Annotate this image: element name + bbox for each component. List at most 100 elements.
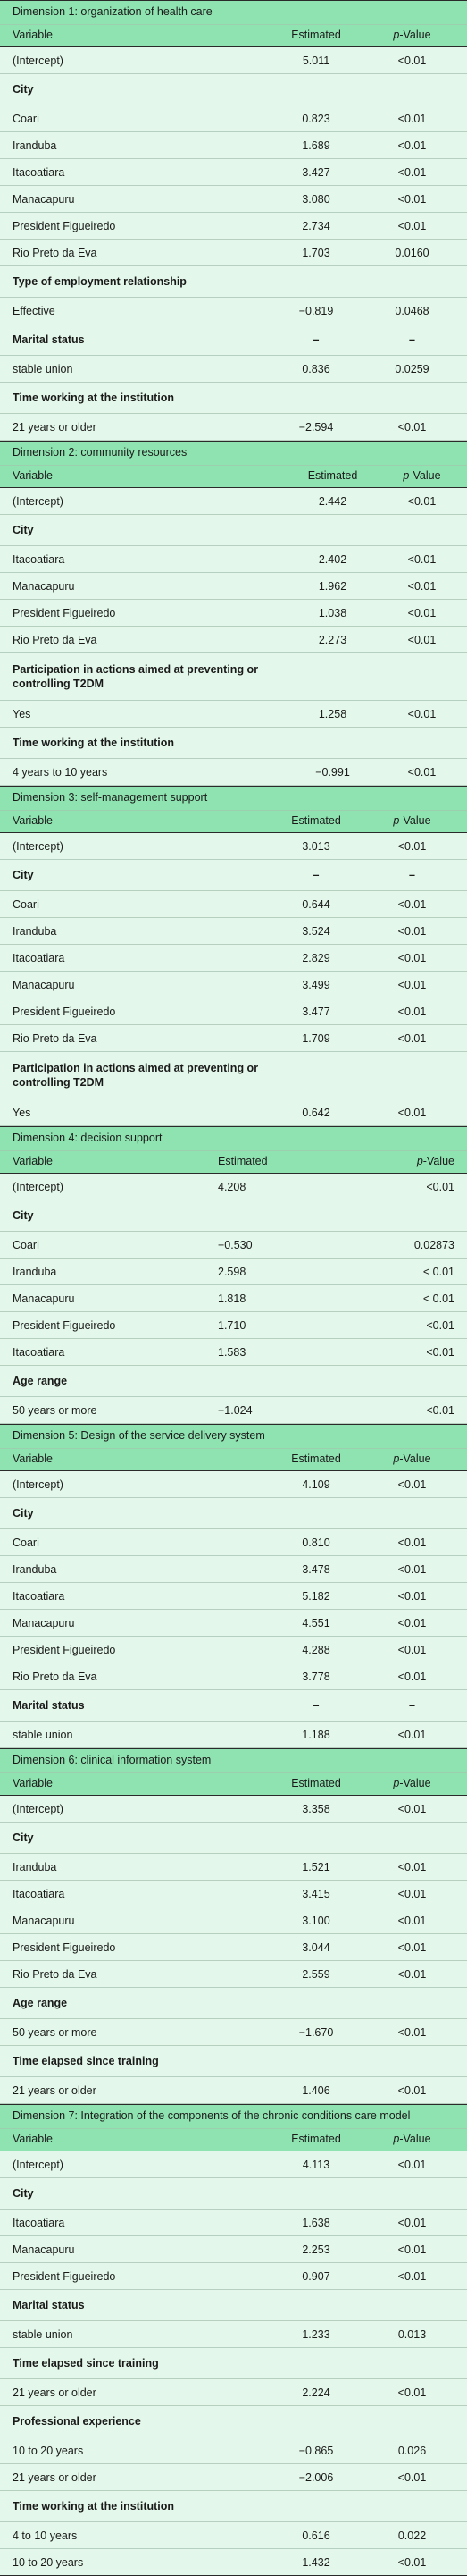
table-row: Coari 0.823 <0.01 (0, 105, 467, 132)
dimension-title: Dimension 3: self-management support (0, 787, 467, 811)
table-row: stable union 1.233 0.013 (0, 2321, 467, 2348)
group-label: Marital status (13, 333, 85, 346)
variable-label: (Intercept) (13, 54, 63, 67)
estimate-value: 3.100 (302, 1914, 330, 1927)
table-row: Coari 0.810 <0.01 (0, 1529, 467, 1556)
variable-label: Manacapuru (13, 579, 75, 593)
header-pvalue: p-Value (370, 2132, 454, 2147)
column-header-row: Variable Estimated p-Value (0, 811, 467, 833)
table-row: Itacoatiara 5.182 <0.01 (0, 1583, 467, 1610)
variable-label: Iranduba (13, 1562, 57, 1576)
dimension-title: Dimension 2: community resources (0, 442, 467, 466)
column-header-row: Variable Estimated p-Value (0, 466, 467, 488)
table-row: (Intercept) 4.113 <0.01 (0, 2151, 467, 2178)
p-value: <0.01 (397, 2269, 427, 2283)
estimate-value: 2.442 (318, 494, 347, 508)
table-row: Iranduba 1.521 <0.01 (0, 1854, 467, 1881)
table-row: stable union 0.836 0.0259 (0, 356, 467, 383)
estimate-value: 4.113 (302, 2158, 330, 2171)
variable-label: Manacapuru (13, 2243, 75, 2256)
p-value: <0.01 (397, 1616, 427, 1629)
variable-label: 4 years to 10 years (13, 765, 108, 779)
header-estimated: Estimated (291, 2133, 341, 2145)
table-row: Itacoatiara 3.427 <0.01 (0, 159, 467, 186)
header-pvalue-suffix: -Value (399, 2133, 431, 2145)
column-header-row: Variable Estimated p-Value (0, 25, 467, 47)
table-row: Manacapuru 3.080 <0.01 (0, 186, 467, 213)
p-value: <0.01 (397, 2243, 427, 2256)
group-header-row: City – – (0, 860, 467, 891)
table-row: Rio Preto da Eva 1.709 <0.01 (0, 1025, 467, 1052)
group-header-row: Marital status (0, 2290, 467, 2321)
group-header-row: Time working at the institution (0, 383, 467, 414)
p-value: <0.01 (397, 1643, 427, 1656)
table-row: Iranduba 3.478 <0.01 (0, 1556, 467, 1583)
variable-label: Effective (13, 304, 55, 317)
variable-label: President Figueiredo (13, 606, 116, 619)
header-estimated: Estimated (291, 1452, 341, 1465)
p-value: <0.01 (397, 1887, 427, 1900)
table-row: 21 years or older −2.006 <0.01 (0, 2464, 467, 2491)
group-label: Time working at the institution (13, 391, 175, 404)
table-row: 50 years or more −1.670 <0.01 (0, 2019, 467, 2046)
group-header-row: City (0, 515, 467, 546)
dimension-section: Dimension 7: Integration of the componen… (0, 2104, 467, 2576)
estimate-value: 1.521 (302, 1860, 330, 1873)
dimension-section: Dimension 2: community resources Variable… (0, 441, 467, 786)
dimension-section: Dimension 1: organization of health care… (0, 0, 467, 441)
variable-label: President Figueiredo (13, 1318, 116, 1332)
dimension-title: Dimension 6: clinical information system (0, 1749, 467, 1773)
table-row: Itacoatiara 1.638 <0.01 (0, 2210, 467, 2236)
variable-label: 50 years or more (13, 1403, 97, 1417)
header-variable: Variable (13, 469, 53, 482)
header-pvalue-p: p (393, 1452, 400, 1465)
group-label: Time working at the institution (13, 2500, 175, 2513)
header-variable: Variable (13, 814, 53, 827)
header-variable: Variable (13, 1155, 53, 1167)
estimate-value: 1.432 (302, 2555, 330, 2569)
table-row: President Figueiredo 1.710 <0.01 (0, 1312, 467, 1339)
header-pvalue: p-Value (370, 813, 454, 829)
header-pvalue-suffix: -Value (422, 1155, 454, 1167)
dimension-section: Dimension 6: clinical information system… (0, 1748, 467, 2104)
header-pvalue-suffix: -Value (399, 29, 431, 41)
variable-label: President Figueiredo (13, 1940, 116, 1954)
group-label: Age range (13, 1997, 68, 2009)
estimate-value: 3.524 (302, 924, 330, 938)
estimate-value: 3.415 (302, 1887, 330, 1900)
header-pvalue-p: p (393, 29, 400, 41)
table-row: 50 years or more −1.024 <0.01 (0, 1397, 467, 1424)
estimate-value: 3.080 (302, 192, 330, 206)
table-row: (Intercept) 4.109 <0.01 (0, 1471, 467, 1498)
variable-label: Coari (13, 1536, 39, 1549)
estimate-value: −2.594 (298, 420, 334, 434)
variable-label: 4 to 10 years (13, 2529, 78, 2542)
group-header-row: City (0, 1498, 467, 1529)
table-row: (Intercept) 3.013 <0.01 (0, 833, 467, 860)
variable-label: (Intercept) (13, 1180, 63, 1193)
group-header-row: Marital status – – (0, 324, 467, 356)
table-row: (Intercept) 2.442 <0.01 (0, 488, 467, 515)
dimension-section: Dimension 5: Design of the service deliv… (0, 1424, 467, 1748)
estimate-value: 1.703 (302, 246, 330, 259)
table-row: Manacapuru 3.100 <0.01 (0, 1907, 467, 1934)
variable-label: President Figueiredo (13, 1005, 116, 1018)
variable-label: (Intercept) (13, 839, 63, 853)
group-label: City (13, 83, 34, 96)
estimate-value: 1.233 (302, 2328, 330, 2341)
group-header-row: City (0, 1823, 467, 1854)
estimate-value: 2.734 (302, 219, 330, 232)
header-pvalue-suffix: -Value (399, 1452, 431, 1465)
group-header-row: Professional experience (0, 2406, 467, 2437)
p-value: <0.01 (426, 1318, 454, 1332)
variable-label: Iranduba (13, 924, 57, 938)
table-row: Manacapuru 3.499 <0.01 (0, 972, 467, 998)
estimate-value: 1.258 (318, 707, 347, 720)
variable-label: (Intercept) (13, 1477, 63, 1491)
group-label: Time elapsed since training (13, 2357, 159, 2370)
estimate-value: 0.823 (302, 112, 330, 125)
p-value: <0.01 (407, 494, 437, 508)
table-row: Rio Preto da Eva 3.778 <0.01 (0, 1663, 467, 1690)
estimate-value: 2.559 (302, 1967, 330, 1981)
table-row: President Figueiredo 0.907 <0.01 (0, 2263, 467, 2290)
